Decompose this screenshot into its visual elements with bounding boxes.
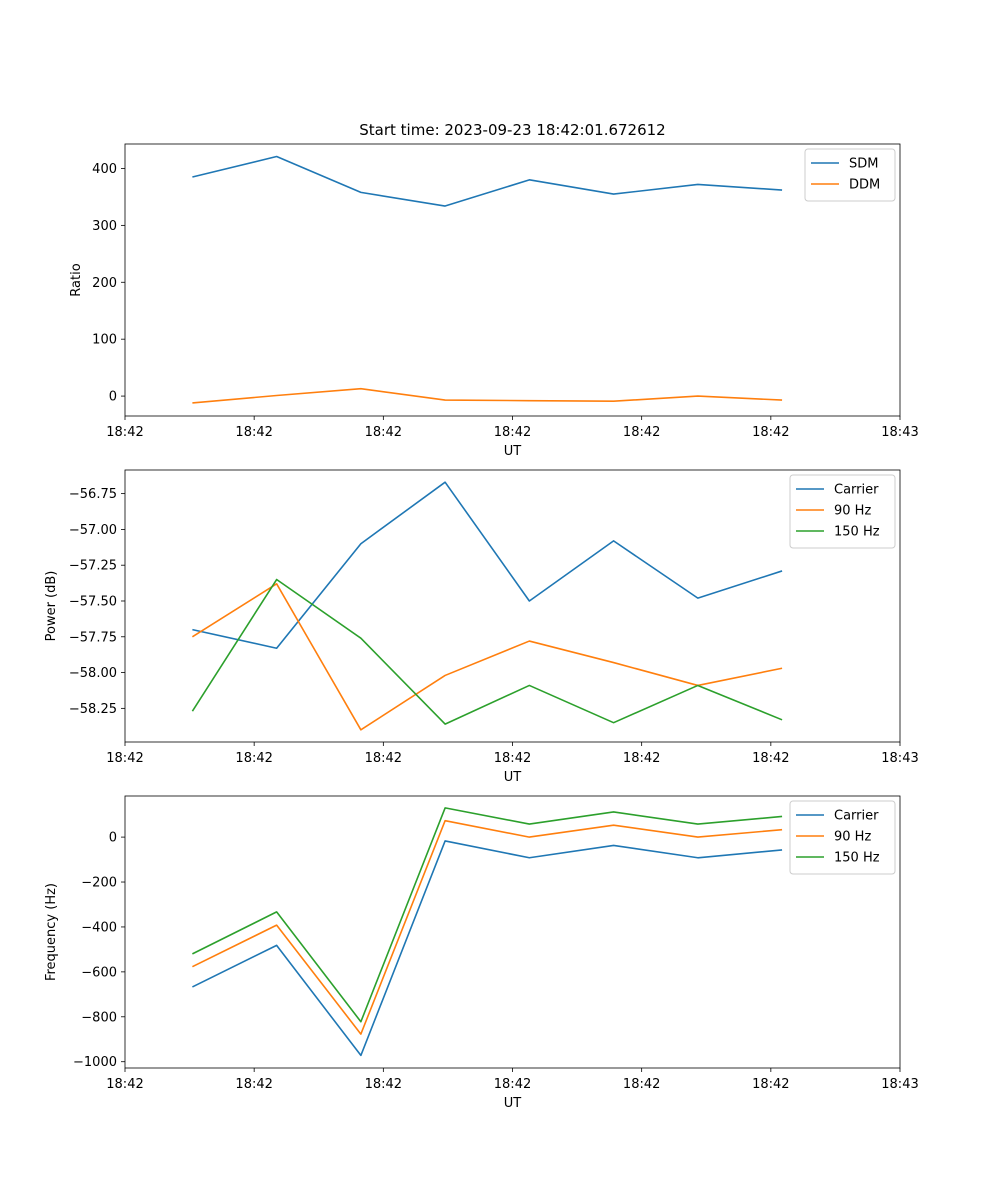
y-tick-label: −57.50 [69, 594, 117, 609]
legend-box [804, 148, 896, 202]
x-tick-label: 18:42 [494, 751, 531, 766]
x-tick-label: 18:42 [752, 1077, 789, 1092]
y-axis-label: Ratio [69, 263, 84, 296]
x-tick-label: 18:43 [881, 425, 918, 440]
x-tick-label: 18:42 [235, 1077, 272, 1092]
y-tick-label: −57.25 [69, 559, 117, 574]
y-tick-label: −58.00 [69, 666, 117, 681]
series-line-90-hz [192, 819, 783, 1035]
y-tick-label: 0 [109, 390, 117, 405]
y-tick-label: −200 [81, 876, 117, 891]
x-tick-label: 18:42 [752, 751, 789, 766]
y-tick-label: 400 [92, 162, 117, 177]
y-tick-label: −57.75 [69, 630, 117, 645]
y-tick-label: −1000 [73, 1055, 117, 1070]
series-line-150-hz [191, 578, 783, 725]
power-panel: 18:42 18:42 18:42 18:42 18:42 18:42 18:43 −58.2… [44, 469, 919, 785]
x-tick-label: 18:42 [106, 751, 143, 766]
legend-label: 90 Hz [834, 504, 871, 519]
y-tick-label: −58.25 [69, 702, 117, 717]
x-tick-label: 18:42 [235, 425, 272, 440]
x-axis-label: UT [504, 1096, 522, 1111]
x-tick-label: 18:43 [881, 1077, 918, 1092]
y-tick-label: −800 [81, 1010, 117, 1025]
x-tick-label: 18:42 [106, 1077, 143, 1092]
series-line-150-hz [192, 807, 783, 1023]
x-tick-label: 18:42 [235, 751, 272, 766]
series-line-90-hz [191, 583, 783, 731]
x-tick-label: 18:42 [623, 1077, 660, 1092]
plot-frame [124, 795, 901, 1069]
x-tick-label: 18:42 [494, 425, 531, 440]
x-axis-label: UT [504, 444, 522, 459]
y-axis-label: Power (dB) [44, 571, 59, 642]
y-tick-label: −400 [81, 920, 117, 935]
ratio-panel: 18:42 18:42 18:42 18:42 18:42 18:42 18:43 0 100 2… [69, 143, 919, 459]
y-tick-label: 100 [92, 333, 117, 348]
x-tick-label: 18:42 [752, 425, 789, 440]
y-tick-label: −57.00 [69, 523, 117, 538]
x-tick-label: 18:42 [365, 425, 402, 440]
x-axis-label: UT [504, 770, 522, 785]
y-axis-label: Frequency (Hz) [44, 883, 59, 981]
legend-label: Carrier [834, 809, 879, 824]
legend-label: SDM [849, 157, 878, 172]
legend-label: 90 Hz [834, 830, 871, 845]
legend-label: 150 Hz [834, 525, 880, 540]
x-tick-label: 18:42 [623, 425, 660, 440]
series-line-carrier [192, 840, 783, 1057]
legend-box [789, 474, 896, 549]
y-tick-label: 0 [109, 831, 117, 846]
frequency-panel: 18:42 18:42 18:42 18:42 18:42 18:42 18:43 −1000… [44, 795, 919, 1111]
x-tick-label: 18:42 [365, 751, 402, 766]
legend-label: Carrier [834, 483, 879, 498]
x-tick-label: 18:43 [881, 751, 918, 766]
x-tick-label: 18:42 [494, 1077, 531, 1092]
chart-title: Start time: 2023-09-23 18:42:01.672612 [359, 121, 665, 139]
y-tick-label: −56.75 [69, 487, 117, 502]
x-tick-label: 18:42 [623, 751, 660, 766]
legend-label: DDM [849, 178, 880, 193]
series-line-sdm [192, 155, 783, 207]
legend-box [789, 800, 896, 875]
series-line-carrier [192, 481, 783, 650]
series-line-ddm [192, 387, 783, 404]
legend-label: 150 Hz [834, 851, 880, 866]
y-tick-label: 200 [92, 276, 117, 291]
y-tick-label: 300 [92, 219, 117, 234]
x-tick-label: 18:42 [106, 425, 143, 440]
x-tick-label: 18:42 [365, 1077, 402, 1092]
y-tick-label: −600 [81, 965, 117, 980]
